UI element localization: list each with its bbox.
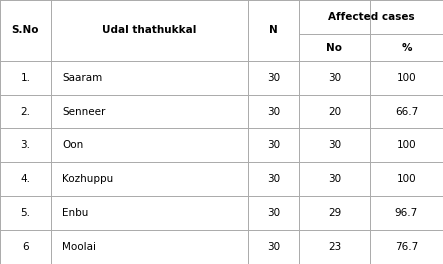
Text: 30: 30 [267, 208, 280, 218]
Text: 30: 30 [328, 73, 341, 83]
Text: %: % [401, 43, 412, 53]
Text: 30: 30 [267, 242, 280, 252]
Text: Senneer: Senneer [62, 107, 105, 116]
Text: 2.: 2. [20, 107, 31, 116]
Text: Kozhuppu: Kozhuppu [62, 174, 113, 184]
Text: Oon: Oon [62, 140, 83, 150]
Text: Udal thathukkal: Udal thathukkal [102, 25, 197, 35]
Text: 1.: 1. [20, 73, 31, 83]
Text: 100: 100 [396, 174, 416, 184]
Text: N: N [269, 25, 278, 35]
Text: 3.: 3. [20, 140, 31, 150]
Text: 76.7: 76.7 [395, 242, 418, 252]
Text: 30: 30 [328, 140, 341, 150]
Text: 4.: 4. [20, 174, 31, 184]
Text: 66.7: 66.7 [395, 107, 418, 116]
Text: Enbu: Enbu [62, 208, 89, 218]
Text: Affected cases: Affected cases [328, 12, 414, 22]
Text: 100: 100 [396, 140, 416, 150]
Text: No: No [326, 43, 342, 53]
Text: 29: 29 [328, 208, 341, 218]
Text: 20: 20 [328, 107, 341, 116]
Text: 30: 30 [267, 140, 280, 150]
Text: 30: 30 [328, 174, 341, 184]
Text: 6: 6 [22, 242, 29, 252]
Text: S.No: S.No [12, 25, 39, 35]
Text: 30: 30 [267, 73, 280, 83]
Text: 96.7: 96.7 [395, 208, 418, 218]
Text: 30: 30 [267, 107, 280, 116]
Text: 5.: 5. [20, 208, 31, 218]
Text: 100: 100 [396, 73, 416, 83]
Text: 30: 30 [267, 174, 280, 184]
Text: 23: 23 [328, 242, 341, 252]
Text: Saaram: Saaram [62, 73, 102, 83]
Text: Moolai: Moolai [62, 242, 96, 252]
